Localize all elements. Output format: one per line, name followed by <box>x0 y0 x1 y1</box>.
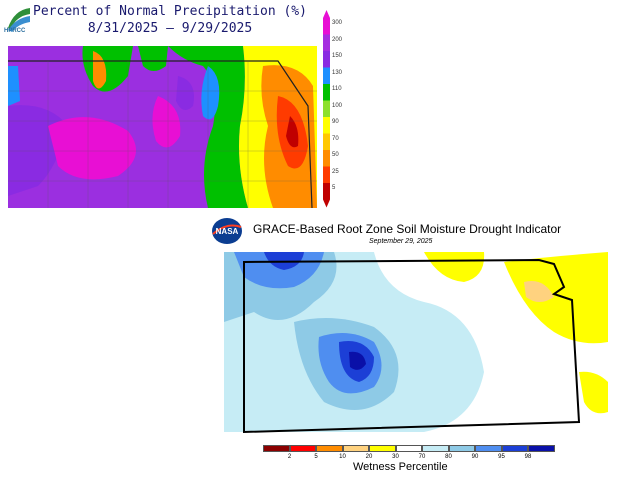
precip-blob-purple-central <box>176 76 194 110</box>
precip-map <box>8 46 317 208</box>
grace-legend-tick: 80 <box>445 454 452 460</box>
grace-legend-swatch <box>528 445 555 452</box>
precip-legend-swatch <box>323 51 330 68</box>
grace-region-yellow-se <box>579 371 608 414</box>
grace-legend-swatch <box>475 445 502 452</box>
grace-legend-swatch <box>448 445 475 452</box>
grace-legend-tick: 90 <box>471 454 479 460</box>
precip-legend: 300 200 150 130 110 100 90 70 50 25 5 <box>320 8 344 208</box>
grace-legend-swatch <box>501 445 528 452</box>
grace-legend-swatch <box>369 445 396 452</box>
grace-legend-tick: 95 <box>498 454 505 460</box>
grace-legend-tick: 5 <box>314 454 318 460</box>
hprcc-logo-text: HPRCC <box>4 28 26 34</box>
precip-legend-swatch <box>323 100 330 117</box>
precip-legend-label: 70 <box>332 135 339 142</box>
grace-region-tan-ne <box>524 281 554 302</box>
precip-legend-label: 130 <box>332 69 343 76</box>
precip-legend-swatch <box>323 166 330 183</box>
grace-legend-tick: 98 <box>524 454 532 460</box>
grace-legend-swatch <box>395 445 422 452</box>
grace-region-yellow-ne <box>504 252 608 344</box>
precip-blob-magenta <box>48 117 136 180</box>
precip-blob-orange-north <box>93 51 107 89</box>
grace-map <box>224 252 608 452</box>
grace-legend-swatch <box>316 445 343 452</box>
precip-map-dates: 8/31/2025 – 9/29/2025 <box>87 21 253 36</box>
precip-blob-blue-west <box>8 66 20 106</box>
precip-legend-swatch <box>323 67 330 84</box>
nasa-logo-text: NASA <box>216 227 239 236</box>
precip-blob-blue-central <box>201 66 220 120</box>
grace-legend-tick: 20 <box>365 454 373 460</box>
grace-legend-swatch <box>263 445 290 452</box>
precip-legend-label: 150 <box>332 53 343 59</box>
precip-county-grid <box>8 61 317 208</box>
precip-legend-label: 90 <box>332 119 339 125</box>
precip-state-boundary <box>8 60 313 208</box>
precip-legend-swatch <box>323 18 330 35</box>
precip-legend-label: 25 <box>332 168 339 175</box>
nasa-logo: NASA <box>212 218 242 244</box>
grace-legend-tick: 30 <box>392 454 399 460</box>
precip-blob-magenta-2 <box>152 96 181 148</box>
precip-legend-label: 5 <box>332 185 336 191</box>
grace-map-panel: NASA GRACE-Based Root Zone Soil Moisture… <box>210 212 640 480</box>
precip-legend-swatch <box>323 117 330 134</box>
grace-legend-tick: 10 <box>339 454 346 460</box>
precip-legend-arrow-bottom <box>323 199 330 208</box>
grace-map-title: GRACE-Based Root Zone Soil Moisture Drou… <box>253 222 562 236</box>
grace-legend-swatch <box>422 445 449 452</box>
precip-band-green <box>168 46 248 208</box>
precip-legend-swatch <box>323 150 330 167</box>
precip-legend-label: 50 <box>332 152 339 158</box>
precip-legend-label: 200 <box>332 36 343 43</box>
precip-legend-label: 100 <box>332 102 343 109</box>
grace-legend-title: Wetness Percentile <box>353 461 448 473</box>
grace-legend-tick: 70 <box>418 454 426 460</box>
hprcc-logo <box>6 6 32 32</box>
grace-region-navy-central <box>349 351 366 370</box>
grace-legend-tick: 2 <box>287 454 292 460</box>
grace-legend-swatch <box>342 445 369 452</box>
grace-map-date: September 29, 2025 <box>369 238 433 245</box>
precip-legend-swatch <box>323 34 330 51</box>
precip-blob-green-2 <box>138 46 168 71</box>
precip-legend-bar <box>323 10 330 208</box>
precip-legend-label: 300 <box>332 20 343 26</box>
precip-legend-swatch <box>323 133 330 150</box>
precip-map-panel: HPRCC Percent of Normal Precipitation (%… <box>0 0 345 210</box>
precip-legend-label: 110 <box>332 86 342 92</box>
precip-map-title: Percent of Normal Precipitation (%) <box>33 4 307 19</box>
grace-legend-swatch <box>289 445 316 452</box>
precip-legend-arrow-top <box>323 10 330 18</box>
grace-legend: Wetness Percentile 2 5 10 20 30 70 80 90 95 98 <box>263 445 555 479</box>
precip-legend-swatch <box>323 183 330 200</box>
grace-state-boundary <box>243 258 581 434</box>
precip-legend-swatch <box>323 84 330 101</box>
precip-blob-darkred <box>286 116 299 148</box>
